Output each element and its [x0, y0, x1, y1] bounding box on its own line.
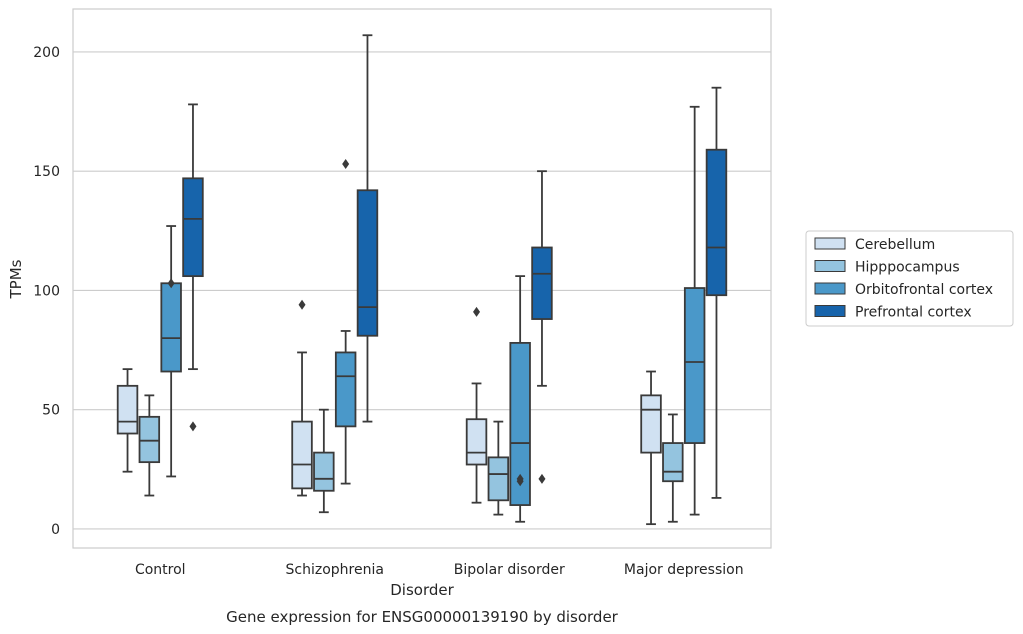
outlier-point	[189, 421, 197, 432]
legend-label: Prefrontal cortex	[855, 305, 972, 321]
x-tick-label: Control	[135, 562, 186, 578]
legend-label: Orbitofrontal cortex	[855, 282, 993, 298]
box-iqr	[509, 341, 531, 506]
box-iqr	[116, 384, 139, 435]
x-tick-label: Major depression	[624, 562, 744, 578]
legend-frame	[805, 230, 1014, 327]
box-iqr	[182, 177, 204, 278]
legend-swatch	[814, 305, 846, 317]
x-axis: Control Schizophrenia Bipolar disorder Majo…	[135, 562, 744, 578]
box-hipppocampus	[313, 408, 335, 514]
box-iqr	[465, 418, 488, 466]
box-hipppocampus	[487, 420, 510, 516]
box-cerebellum	[291, 299, 313, 497]
outlier-point	[473, 306, 481, 317]
plot-frame	[72, 8, 772, 549]
outlier-point	[516, 473, 524, 484]
chart-title: Gene expression for ENSG00000139190 by d…	[226, 608, 619, 626]
outlier-point	[298, 299, 306, 310]
legend-swatch	[814, 282, 846, 295]
y-tick-label: 100	[33, 283, 60, 299]
legend-swatch	[814, 260, 846, 272]
box-orbitofrontal-cortex	[160, 225, 182, 478]
legend: Cerebellum Hipppocampus Orbitofrontal cort…	[805, 230, 1014, 327]
x-tick-label: Bipolar disorder	[454, 562, 565, 578]
box-iqr	[487, 456, 510, 502]
outlier-point	[538, 473, 546, 484]
box-orbitofrontal-cortex	[683, 105, 706, 516]
box-prefrontal-cortex	[182, 103, 204, 432]
outlier-point	[167, 278, 175, 289]
y-tick-label: 50	[42, 403, 60, 419]
outlier-point	[342, 159, 350, 170]
box-iqr	[334, 351, 357, 428]
box-hipppocampus	[662, 413, 684, 523]
box-prefrontal-cortex	[705, 86, 728, 499]
box-iqr	[356, 189, 379, 337]
box-hipppocampus	[138, 394, 161, 497]
box-prefrontal-cortex	[531, 170, 553, 484]
y-tick-label: 0	[51, 522, 60, 538]
y-tick-label: 200	[33, 45, 60, 61]
box-prefrontal-cortex	[356, 34, 379, 423]
y-axis: 0 50 100 150 200	[33, 45, 60, 538]
box-iqr	[662, 442, 684, 483]
box-cerebellum	[116, 368, 139, 473]
box-iqr	[640, 394, 662, 454]
box-iqr	[705, 148, 728, 297]
box-iqr	[313, 451, 335, 492]
box-cerebellum	[640, 370, 662, 526]
y-axis-label: TPMs	[7, 259, 25, 299]
box-iqr	[531, 246, 553, 320]
legend-label: Cerebellum	[855, 237, 935, 253]
box-orbitofrontal-cortex	[509, 275, 531, 523]
x-axis-label: Disorder	[390, 581, 454, 599]
box-iqr	[683, 287, 706, 444]
box-iqr	[291, 420, 313, 490]
box-iqr	[160, 282, 182, 373]
box-cerebellum	[465, 306, 488, 504]
box-iqr	[138, 415, 161, 464]
x-tick-label: Schizophrenia	[286, 562, 384, 578]
box-plot-area	[116, 34, 728, 526]
y-tick-label: 150	[33, 164, 60, 180]
legend-label: Hipppocampus	[855, 260, 960, 276]
legend-swatch	[814, 237, 846, 250]
box-orbitofrontal-cortex	[334, 159, 357, 485]
